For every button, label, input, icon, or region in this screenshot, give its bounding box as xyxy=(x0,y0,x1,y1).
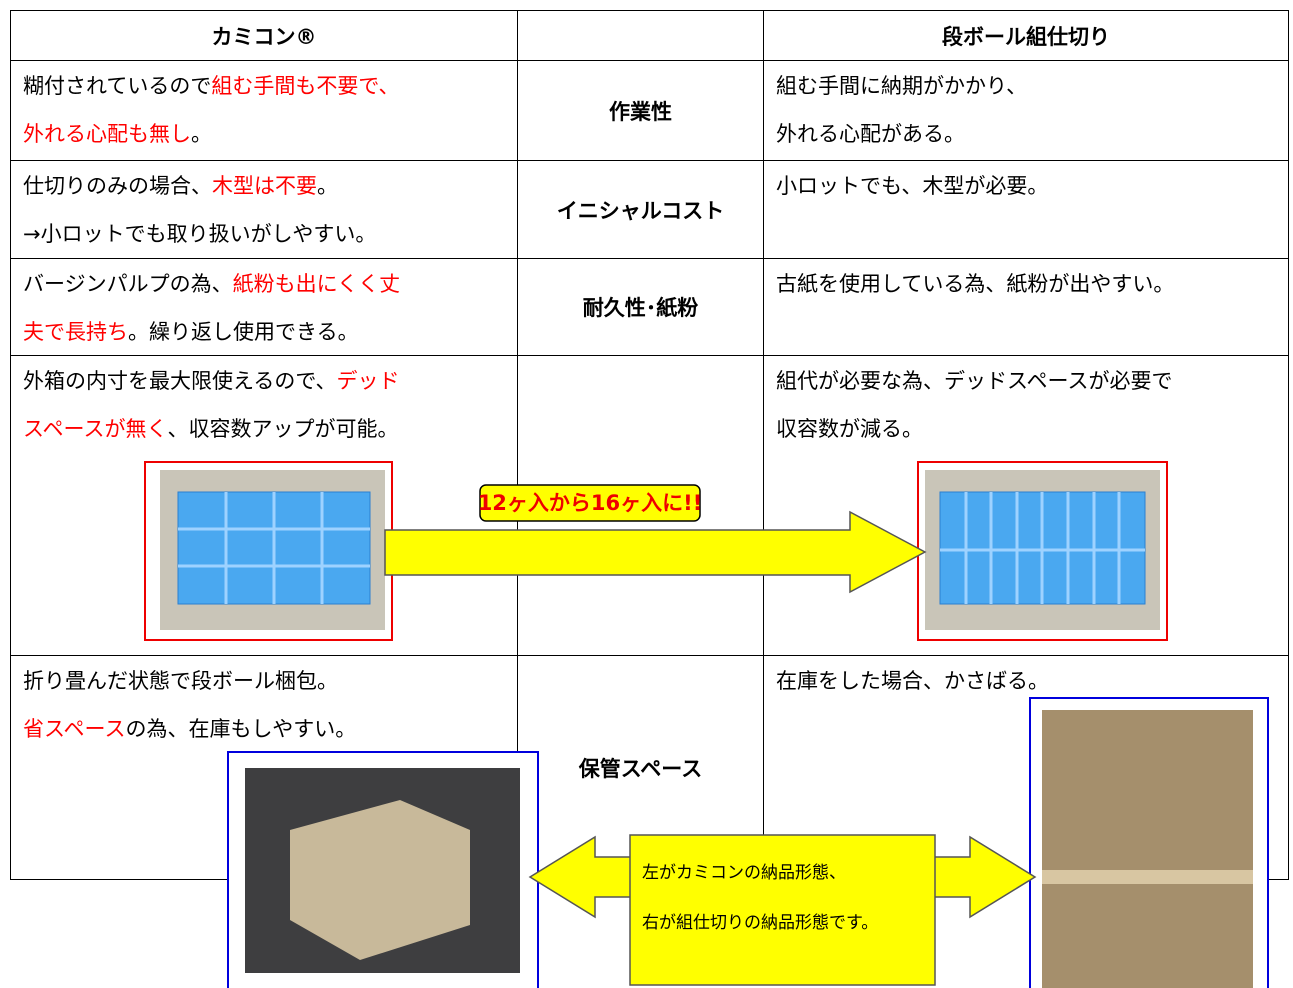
text-segment: 糊付されているので xyxy=(23,74,212,98)
text-segment: 外れる心配がある。 xyxy=(776,122,965,146)
callout-box xyxy=(479,484,701,522)
text-segment: スペースが無く xyxy=(23,417,168,441)
text-segment: 小ロットでも、木型が必要。 xyxy=(776,174,1049,198)
text-segment: 在庫をした場合、かさばる。 xyxy=(776,669,1049,693)
text-segment: 外箱の内寸を最大限使えるので、 xyxy=(23,369,337,393)
text-line: 仕切りのみの場合、木型は不要。 xyxy=(23,169,517,217)
photo-shelf xyxy=(1042,870,1253,884)
callout-text: 12ヶ入から16ヶ入に!! xyxy=(478,491,703,515)
text-segment: 古紙を使用している為、紙粉が出やすい。 xyxy=(776,272,1175,296)
callout-box xyxy=(629,834,936,986)
arrow-right xyxy=(924,835,1037,919)
text-segment: 折り畳んだ状態で段ボール梱包。 xyxy=(23,669,338,693)
cell-left: バージンパルプの為、紙粉も出にくく丈夫で長持ち。繰り返し使用できる。 xyxy=(10,258,518,356)
photo xyxy=(1042,710,1253,988)
arrow-left xyxy=(528,835,641,919)
cell-left: 糊付されているので組む手間も不要で、 外れる心配も無し。 xyxy=(10,60,518,161)
text-segment: 外れる心配も無し xyxy=(23,122,191,146)
text-segment: 紙粉も出にくく丈 xyxy=(232,272,401,296)
text-line: 外箱の内寸を最大限使えるので、デッド xyxy=(23,364,517,412)
text-segment: 木型は不要 xyxy=(212,174,317,198)
text-line: 外れる心配も無し。 xyxy=(23,117,517,165)
text-line: スペースが無く、収容数アップが可能。 xyxy=(23,412,517,460)
text-line: 夫で長持ち。繰り返し使用できる。 xyxy=(23,315,517,363)
text-segment: 夫で長持ち xyxy=(23,320,128,344)
text-segment: 省スペース xyxy=(23,717,126,741)
text-line: 組む手間に納期がかかり、 xyxy=(776,69,1288,117)
text-segment: 。繰り返し使用できる。 xyxy=(128,320,359,344)
text-line: 古紙を使用している為、紙粉が出やすい。 xyxy=(776,267,1288,315)
text-segment: 。 xyxy=(317,174,338,198)
text-line: 省スペースの為、在庫もしやすい。 xyxy=(23,712,517,760)
text-segment: 組代が必要な為、デッドスペースが必要で xyxy=(776,369,1173,393)
text-line: →小ロットでも取り扱いがしやすい。 xyxy=(23,217,517,265)
cell-left: 折り畳んだ状態で段ボール梱包。 省スペースの為、在庫もしやすい。 xyxy=(10,655,518,880)
text-line: 小ロットでも、木型が必要。 xyxy=(776,169,1288,217)
cell-right: 組む手間に納期がかかり、 外れる心配がある。 xyxy=(763,60,1289,161)
text-segment: バージンパルプの為、 xyxy=(23,272,233,296)
text-line: 収容数が減る。 xyxy=(776,412,1288,460)
callout-text: 左がカミコンの納品形態、 xyxy=(642,863,846,883)
cell-right: 小ロットでも、木型が必要。 xyxy=(763,160,1289,259)
text-segment: 仕切りのみの場合、 xyxy=(23,174,212,198)
text-line: 糊付されているので組む手間も不要で、 xyxy=(23,69,517,117)
callout-text: 右が組仕切りの納品形態です。 xyxy=(642,913,878,933)
text-line: 組代が必要な為、デッドスペースが必要で xyxy=(776,364,1288,412)
text-line: 在庫をした場合、かさばる。 xyxy=(776,664,1288,712)
text-segment: デッド xyxy=(336,369,400,393)
text-segment: 。 xyxy=(191,122,212,146)
text-line: 折り畳んだ状態で段ボール梱包。 xyxy=(23,664,517,712)
text-line: バージンパルプの為、紙粉も出にくく丈 xyxy=(23,267,517,315)
text-segment: 、収容数アップが可能。 xyxy=(167,417,399,441)
photo-box xyxy=(290,800,470,960)
text-segment: →小ロットでも取り扱いがしやすい。 xyxy=(23,222,377,246)
text-segment: 組む手間に納期がかかり、 xyxy=(776,74,1028,98)
text-line: 外れる心配がある。 xyxy=(776,117,1288,165)
arrow xyxy=(384,510,927,594)
text-segment: 組む手間も不要で、 xyxy=(211,74,400,98)
cell-left: 仕切りのみの場合、木型は不要。 →小ロットでも取り扱いがしやすい。 xyxy=(10,160,518,259)
text-segment: 収容数が減る。 xyxy=(776,417,923,441)
text-segment: の為、在庫もしやすい。 xyxy=(125,717,357,741)
